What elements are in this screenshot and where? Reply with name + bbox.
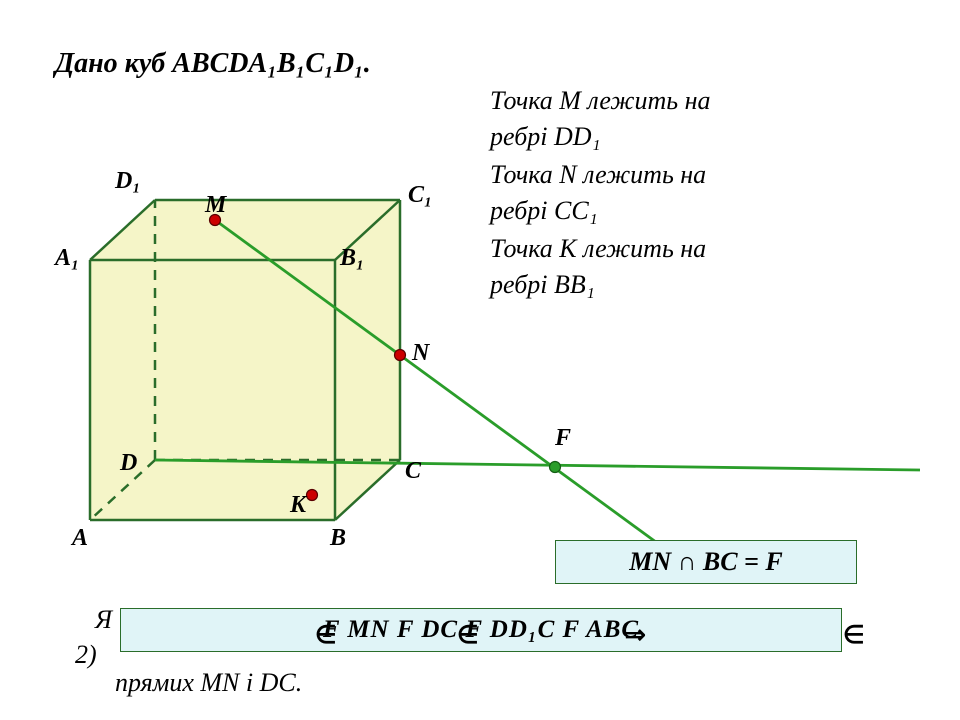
label-D: D xyxy=(120,450,137,477)
label-C: C xyxy=(405,458,421,485)
bottom-2: 2) xyxy=(75,640,97,670)
formula-box-2: ∈ F MN F DC F DD₁C F ABC ∈ ⇒ ∈ xyxy=(120,608,842,652)
formula2-text: F MN F DC F DD₁C F ABC xyxy=(323,616,639,643)
bottom-line: прямих MN і DC. xyxy=(115,668,302,698)
formula1-text: MN ∩ BC = F xyxy=(629,547,782,577)
label-B1: B₁ xyxy=(340,245,364,272)
label-D1: D₁ xyxy=(115,168,141,195)
label-F: F xyxy=(555,425,571,452)
bottom-ya: Я xyxy=(95,605,112,635)
label-A: A xyxy=(72,525,88,552)
label-M: M xyxy=(205,192,226,219)
label-N: N xyxy=(412,340,429,367)
label-B: B xyxy=(330,525,346,552)
label-A1: A₁ xyxy=(55,245,79,272)
label-K: K xyxy=(290,492,306,519)
label-C1: C₁ xyxy=(408,182,432,209)
formula-box-1: MN ∩ BC = F xyxy=(555,540,857,584)
